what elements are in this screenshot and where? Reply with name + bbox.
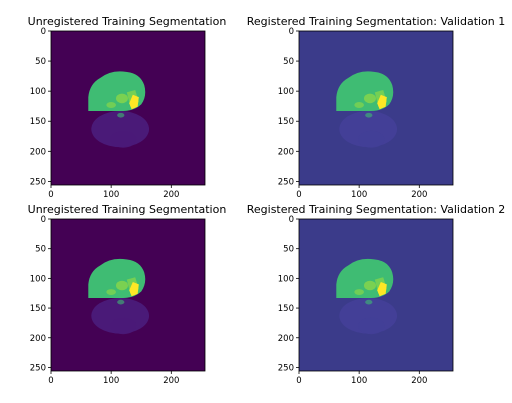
y-tick-label: 150 bbox=[30, 117, 46, 127]
x-tick-label: 0 bbox=[48, 376, 53, 386]
segmentation-image bbox=[299, 219, 453, 371]
y-tick-label: 150 bbox=[278, 304, 294, 314]
y-tick-label: 50 bbox=[283, 245, 294, 255]
bright-structure bbox=[129, 94, 139, 110]
y-tick-label: 0 bbox=[41, 215, 46, 225]
x-tick-label: 0 bbox=[48, 190, 53, 200]
x-tick-label: 200 bbox=[411, 190, 427, 200]
y-tick-label: 150 bbox=[278, 117, 294, 127]
y-tick-label: 200 bbox=[278, 334, 294, 344]
panel-title: Registered Training Segmentation: Valida… bbox=[247, 203, 506, 216]
y-tick-label: 250 bbox=[278, 363, 294, 373]
y-tick-label: 250 bbox=[30, 363, 46, 373]
y-tick-label: 250 bbox=[30, 177, 46, 187]
y-tick-label: 50 bbox=[35, 245, 46, 255]
x-tick-label: 0 bbox=[296, 376, 301, 386]
panel-title: Unregistered Training Segmentation bbox=[28, 203, 227, 216]
y-tick-label: 200 bbox=[278, 147, 294, 157]
axes-frame bbox=[298, 218, 454, 372]
segmentation-image bbox=[51, 219, 205, 371]
y-tick-label: 200 bbox=[30, 334, 46, 344]
segmentation-image bbox=[299, 31, 453, 185]
x-tick-label: 200 bbox=[163, 376, 179, 386]
axes-frame bbox=[298, 30, 454, 186]
panel-4: Registered Training Segmentation: Valida… bbox=[247, 203, 506, 386]
panel-1: Unregistered Training Segmentation050100… bbox=[28, 15, 227, 200]
panel-title: Registered Training Segmentation: Valida… bbox=[247, 15, 506, 28]
axes-frame bbox=[50, 218, 206, 372]
segmentation-image bbox=[51, 31, 205, 185]
bright-structure bbox=[377, 94, 387, 110]
x-tick-label: 0 bbox=[296, 190, 301, 200]
axes-frame bbox=[50, 30, 206, 186]
y-tick-label: 0 bbox=[41, 27, 46, 37]
y-tick-label: 50 bbox=[283, 57, 294, 67]
x-tick-label: 200 bbox=[163, 190, 179, 200]
y-tick-label: 100 bbox=[30, 87, 46, 97]
bright-structure bbox=[377, 281, 387, 297]
y-tick-label: 100 bbox=[278, 274, 294, 284]
x-tick-label: 100 bbox=[351, 376, 367, 386]
y-tick-label: 200 bbox=[30, 147, 46, 157]
y-tick-label: 0 bbox=[289, 27, 294, 37]
y-tick-label: 0 bbox=[289, 215, 294, 225]
x-tick-label: 100 bbox=[351, 190, 367, 200]
y-tick-label: 50 bbox=[35, 57, 46, 67]
panel-title: Unregistered Training Segmentation bbox=[28, 15, 227, 28]
panel-3: Unregistered Training Segmentation050100… bbox=[28, 203, 227, 386]
y-tick-label: 150 bbox=[30, 304, 46, 314]
y-tick-label: 100 bbox=[30, 274, 46, 284]
bright-structure bbox=[129, 281, 139, 297]
x-tick-label: 200 bbox=[411, 376, 427, 386]
y-tick-label: 250 bbox=[278, 177, 294, 187]
x-tick-label: 100 bbox=[103, 190, 119, 200]
panel-2: Registered Training Segmentation: Valida… bbox=[247, 15, 506, 200]
x-tick-label: 100 bbox=[103, 376, 119, 386]
y-tick-label: 100 bbox=[278, 87, 294, 97]
